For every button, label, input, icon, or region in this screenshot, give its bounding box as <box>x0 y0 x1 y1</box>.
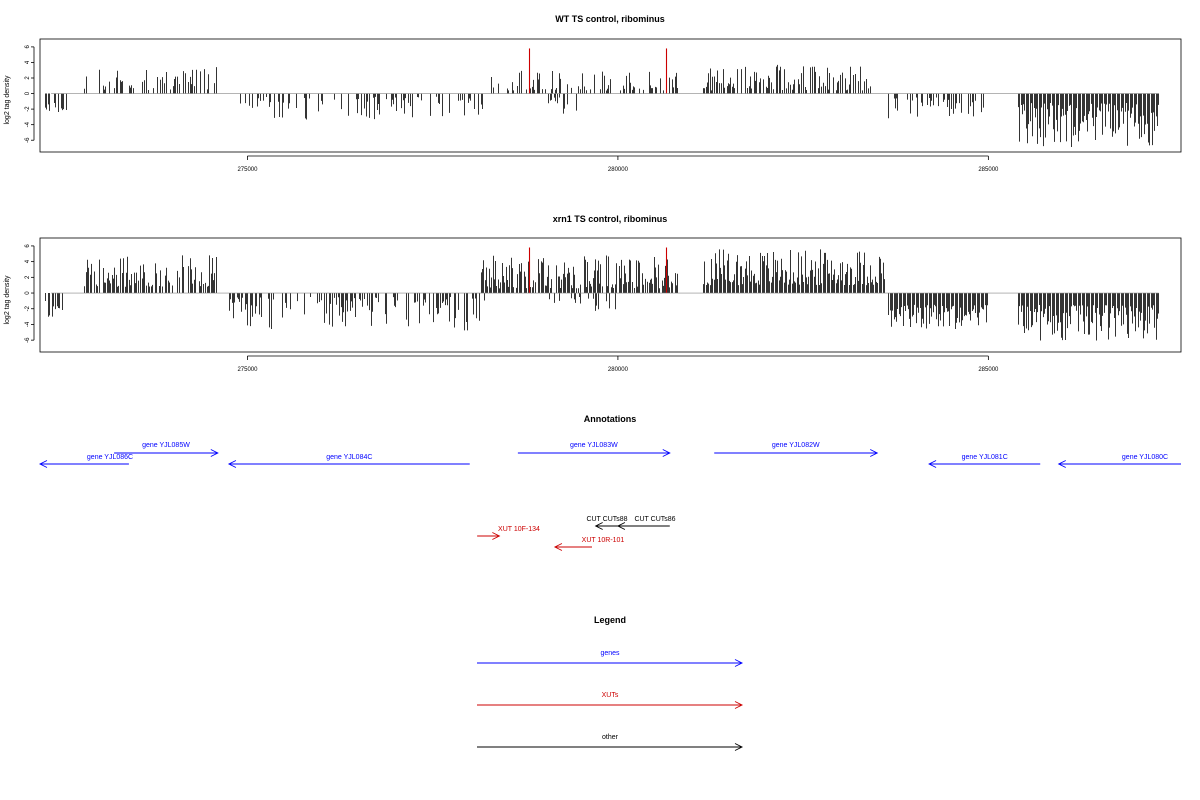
legend-label: other <box>602 734 619 741</box>
xrn1-y-tick-label: 2 <box>25 275 31 279</box>
annotation-gene-arrow <box>114 449 219 457</box>
wt-y-tick-label: 2 <box>25 76 31 80</box>
wt-y-tick-label: 6 <box>25 45 31 49</box>
annotation-label: CUT CUTs88 <box>586 516 627 523</box>
xrn1-y-axis: -6 -4 -2 0 2 4 6 <box>25 244 35 343</box>
wt-y-axis-label: log2 tag density <box>4 75 11 125</box>
xrn1-plot-frame <box>39 237 1182 353</box>
xrn1-y-tick-label: 6 <box>25 244 31 248</box>
legend-genes-arrow <box>477 659 744 667</box>
annotation-label: gene YJL086C <box>87 454 133 461</box>
xrn1-panel-title: xrn1 TS control, ribominus <box>553 214 668 224</box>
legend: Legend genes XUTs other <box>477 615 744 751</box>
xrn1-y-axis-label: log2 tag density <box>4 275 11 325</box>
xrn1-x-tick-label: 285000 <box>978 367 999 373</box>
annotation-gene-arrow <box>38 460 129 468</box>
annotation-gene-arrow <box>928 460 1041 468</box>
wt-x-tick-label: 275000 <box>237 167 258 173</box>
annotation-other-arrow <box>616 522 670 530</box>
annotation-features: gene YJL085W gene YJL086C gene YJL084C gene… <box>38 442 1181 551</box>
annotation-gene-arrow <box>714 449 879 457</box>
annotation-label: gene YJL084C <box>326 454 372 461</box>
wt-bars <box>45 48 1159 147</box>
xrn1-y-tick-label: 0 <box>25 291 31 295</box>
legend-label: genes <box>600 650 620 657</box>
legend-label: XUTs <box>602 692 619 699</box>
legend-title: Legend <box>594 615 626 625</box>
wt-x-tick-label: 280000 <box>608 167 629 173</box>
annotation-gene-arrow <box>517 449 671 457</box>
xrn1-bars <box>45 247 1159 341</box>
xrn1-y-tick-label: 4 <box>25 259 31 263</box>
legend-items: genes XUTs other <box>477 650 744 751</box>
annotation-label: gene YJL085W <box>142 442 190 449</box>
xrn1-x-tick-label: 280000 <box>608 367 629 373</box>
annotation-label: gene YJL081C <box>962 454 1008 461</box>
annotation-xut-arrow <box>553 543 592 551</box>
wt-plot-frame <box>39 38 1182 153</box>
annotation-gene-arrow <box>1057 460 1181 468</box>
annotation-label: XUT 10R-101 <box>582 537 625 544</box>
xrn1-x-tick-label: 275000 <box>237 367 258 373</box>
xrn1-y-tick-label: -4 <box>25 321 31 327</box>
wt-y-axis: -6 -4 -2 0 2 4 6 <box>25 45 35 143</box>
xrn1-panel: xrn1 TS control, ribominus log2 tag dens… <box>4 214 1182 373</box>
xrn1-y-tick-label: -6 <box>25 337 31 343</box>
annotation-label: gene YJL083W <box>570 442 618 449</box>
wt-y-tick-label: 0 <box>25 91 31 95</box>
wt-y-tick-label: -2 <box>25 106 31 112</box>
annotation-gene-arrow <box>227 460 470 468</box>
legend-other-arrow <box>477 743 744 751</box>
wt-panel: WT TS control, ribominus log2 tag densit… <box>4 14 1182 173</box>
wt-x-axis: 275000 280000 285000 <box>237 155 999 173</box>
annotations-title: Annotations <box>584 414 637 424</box>
wt-y-tick-label: -6 <box>25 137 31 143</box>
wt-x-tick-label: 285000 <box>978 167 999 173</box>
wt-y-tick-label: -4 <box>25 121 31 127</box>
annotation-label: XUT 10F-134 <box>498 526 540 533</box>
annotation-label: gene YJL080C <box>1122 454 1168 461</box>
legend-xuts-arrow <box>477 701 744 709</box>
wt-panel-title: WT TS control, ribominus <box>555 14 665 24</box>
annotation-other-arrow <box>594 522 618 530</box>
annotation-xut-arrow <box>477 532 501 540</box>
xrn1-y-tick-label: -2 <box>25 305 31 311</box>
xrn1-x-axis: 275000 280000 285000 <box>237 355 999 373</box>
annotation-label: gene YJL082W <box>772 442 820 449</box>
wt-y-tick-label: 4 <box>25 60 31 64</box>
annotation-label: CUT CUTs86 <box>634 516 675 523</box>
